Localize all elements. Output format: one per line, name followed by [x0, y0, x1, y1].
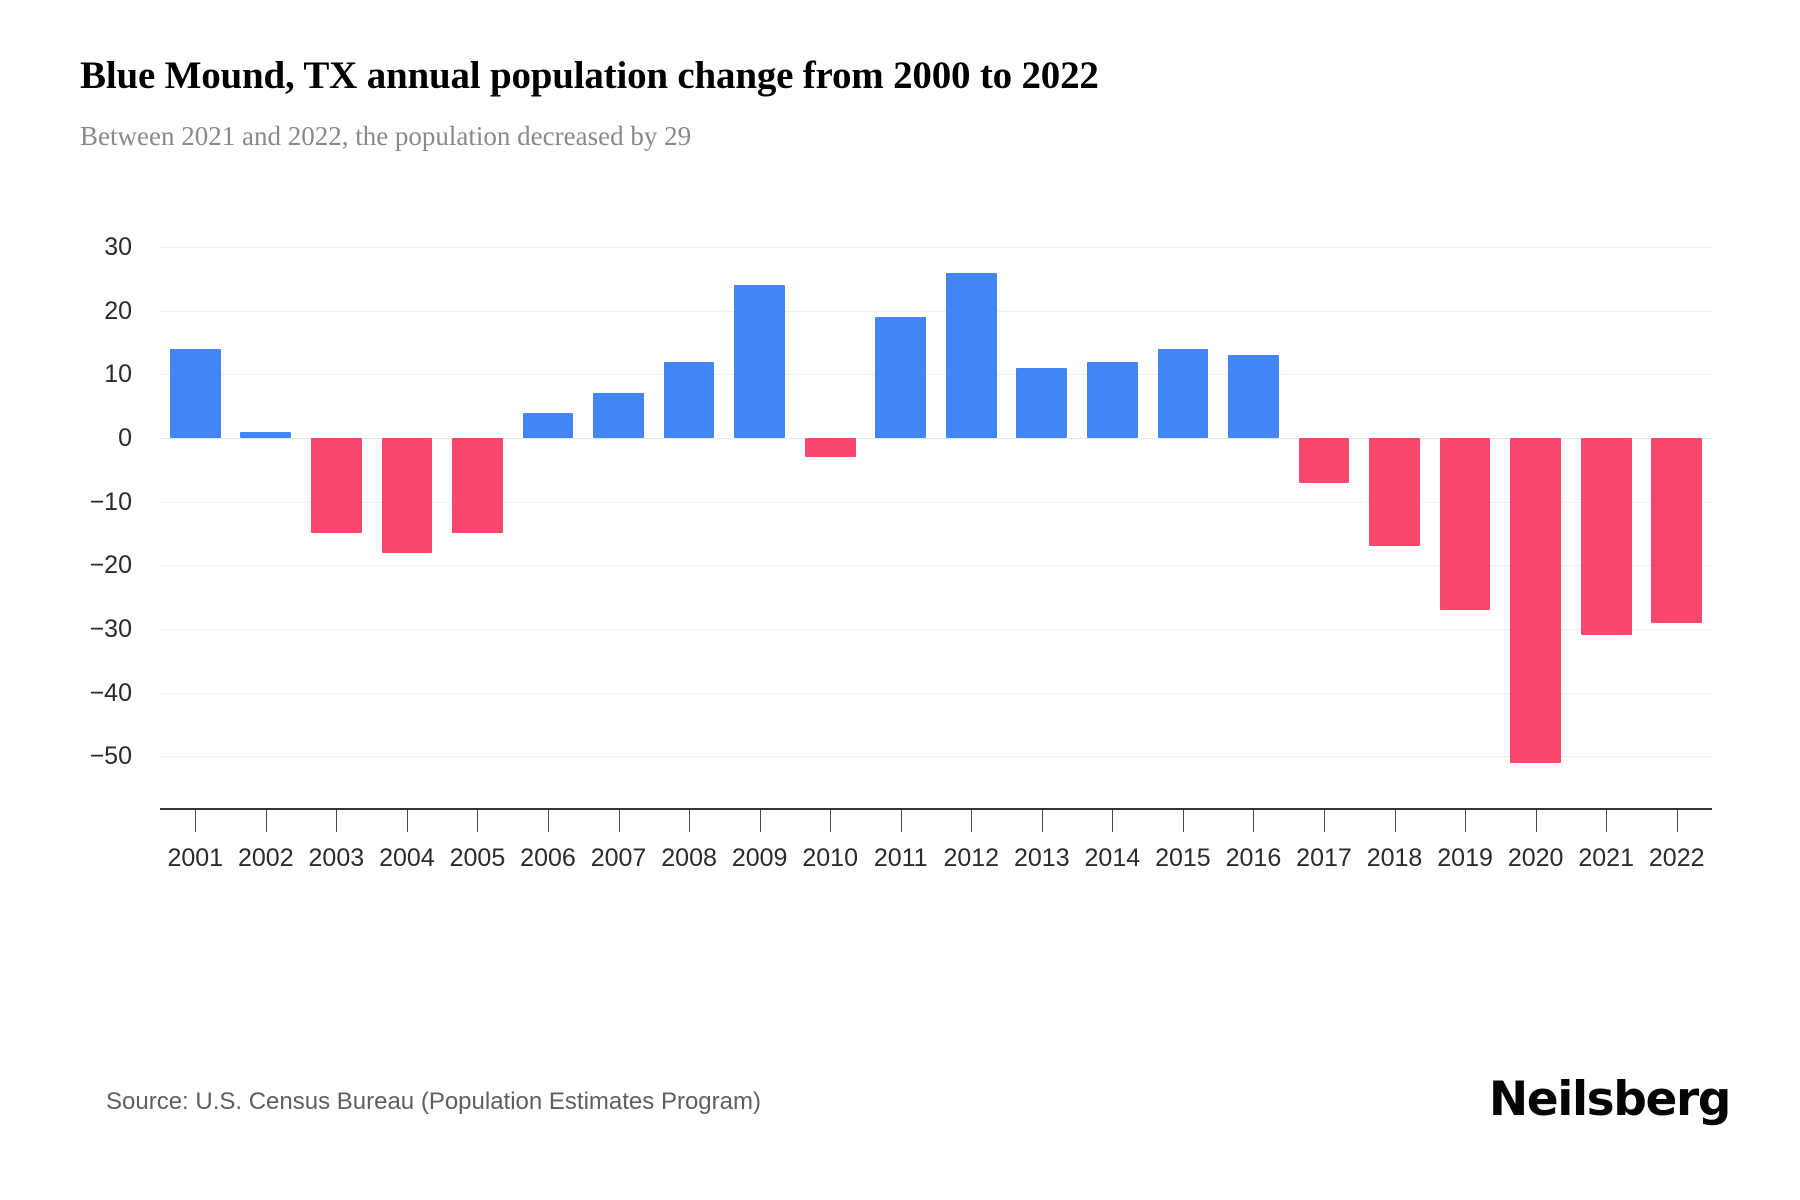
source-note: Source: U.S. Census Bureau (Population E… — [106, 1088, 761, 1115]
x-axis-tick — [406, 810, 408, 832]
bar-2012[interactable] — [945, 272, 997, 438]
neilsberg-logo: Neilsberg — [1488, 1072, 1732, 1127]
x-axis-tick — [689, 810, 691, 832]
x-axis-tick — [548, 810, 549, 832]
x-axis-tick — [759, 810, 761, 832]
gridline — [160, 756, 1712, 758]
y-axis-tick-label: 30 — [104, 233, 132, 262]
x-axis-tick-label: 2017 — [1296, 844, 1352, 872]
bar-2013[interactable] — [1016, 368, 1068, 438]
gridline — [160, 565, 1712, 567]
x-axis-tick — [971, 810, 973, 832]
x-axis-tick-label: 2011 — [873, 844, 928, 872]
x-axis-tick — [1112, 810, 1114, 832]
bar-2018[interactable] — [1369, 438, 1420, 547]
x-axis-tick — [1041, 810, 1043, 832]
x-axis-tick — [1606, 810, 1608, 832]
bar-2006[interactable] — [522, 412, 574, 438]
y-axis-tick-label: −50 — [89, 742, 132, 771]
plot-canvas — [160, 228, 1712, 788]
x-axis-tick-label: 2019 — [1437, 844, 1493, 872]
x-axis-tick — [1394, 810, 1396, 832]
bar-2001[interactable] — [169, 348, 221, 438]
x-axis-tick — [477, 810, 479, 832]
bar-2009[interactable] — [734, 285, 786, 438]
x-axis-tick-label: 2003 — [308, 844, 365, 872]
bar-2010[interactable] — [804, 438, 856, 458]
x-axis-tick — [900, 810, 902, 832]
x-axis-line — [160, 808, 1712, 810]
x-axis-tick-label: 2005 — [449, 844, 506, 872]
bar-2017[interactable] — [1298, 438, 1350, 483]
gridline — [160, 374, 1712, 376]
x-axis-tick-label: 2015 — [1155, 844, 1211, 872]
x-axis-tick-label: 2007 — [590, 844, 647, 872]
x-axis-tick — [1324, 810, 1325, 832]
x-axis-tick — [1465, 810, 1467, 832]
bar-2008[interactable] — [663, 361, 715, 438]
x-axis-tick-label: 2020 — [1507, 844, 1564, 872]
y-axis-tick-label: −40 — [89, 678, 132, 707]
x-axis-tick-label: 2022 — [1648, 844, 1705, 872]
x-axis-tick — [195, 810, 197, 832]
bar-2005[interactable] — [452, 438, 503, 534]
y-axis-tick-label: 0 — [118, 424, 132, 452]
y-axis-tick-label: −20 — [89, 551, 132, 580]
x-axis-tick — [1253, 810, 1255, 832]
bar-2011[interactable] — [875, 317, 927, 438]
chart-footer: Source: U.S. Census Bureau (Population E… — [0, 1050, 1800, 1200]
x-axis-tick-label: 2014 — [1084, 844, 1141, 872]
x-axis-tick — [1535, 810, 1537, 832]
y-axis-tick-label: −30 — [89, 614, 132, 643]
x-axis-tick — [618, 810, 620, 832]
bar-2003[interactable] — [310, 438, 362, 534]
bar-2014[interactable] — [1086, 361, 1138, 438]
bars-group — [160, 228, 1712, 788]
y-axis-tick-label: −10 — [89, 487, 132, 516]
x-axis-tick-label: 2021 — [1578, 844, 1634, 872]
x-axis-tick-label: 2008 — [661, 844, 717, 872]
gridline — [160, 501, 1712, 503]
bar-2004[interactable] — [381, 438, 433, 553]
x-axis-tick — [830, 810, 832, 832]
chart-header: Blue Mound, TX annual population change … — [0, 0, 1800, 154]
bar-2007[interactable] — [593, 393, 644, 438]
x-axis-tick-label: 2013 — [1013, 844, 1070, 872]
x-axis-tick — [1182, 810, 1184, 832]
gridline — [160, 438, 1712, 439]
y-axis-tick-label: 20 — [104, 296, 132, 325]
x-axis-tick-label: 2004 — [379, 844, 435, 872]
y-axis-tick-label: 10 — [104, 360, 132, 389]
x-axis-tick-label: 2002 — [237, 844, 294, 872]
x-axis-tick-label: 2016 — [1225, 844, 1282, 872]
bar-2002[interactable] — [240, 431, 292, 438]
x-axis-tick-label: 2012 — [943, 844, 1000, 872]
bar-2022[interactable] — [1651, 438, 1703, 623]
plot-area: 30 20 10 0 −10 −20 −30 −40 −50 2001 2002 2003 2004 2… — [0, 208, 1800, 908]
bar-2015[interactable] — [1157, 348, 1209, 438]
page-title: Blue Mound, TX annual population change … — [80, 54, 1099, 97]
x-axis-tick-label: 2006 — [520, 844, 576, 872]
gridline — [160, 628, 1712, 630]
x-axis-tick — [1676, 810, 1678, 832]
bar-2019[interactable] — [1439, 438, 1491, 610]
x-axis-tick — [265, 810, 267, 832]
bar-2021[interactable] — [1580, 438, 1632, 636]
x-axis-tick-label: 2010 — [802, 844, 858, 872]
gridline — [160, 310, 1712, 312]
x-axis-tick-label: 2009 — [731, 844, 788, 872]
x-axis-tick-label: 2001 — [167, 844, 224, 872]
gridline — [160, 692, 1712, 694]
bar-2016[interactable] — [1228, 355, 1279, 438]
chart-subtitle: Between 2021 and 2022, the population de… — [80, 121, 692, 151]
x-axis-tick-label: 2018 — [1366, 844, 1423, 872]
bar-2020[interactable] — [1510, 438, 1562, 763]
x-axis-tick — [336, 810, 338, 832]
gridline — [160, 247, 1712, 249]
